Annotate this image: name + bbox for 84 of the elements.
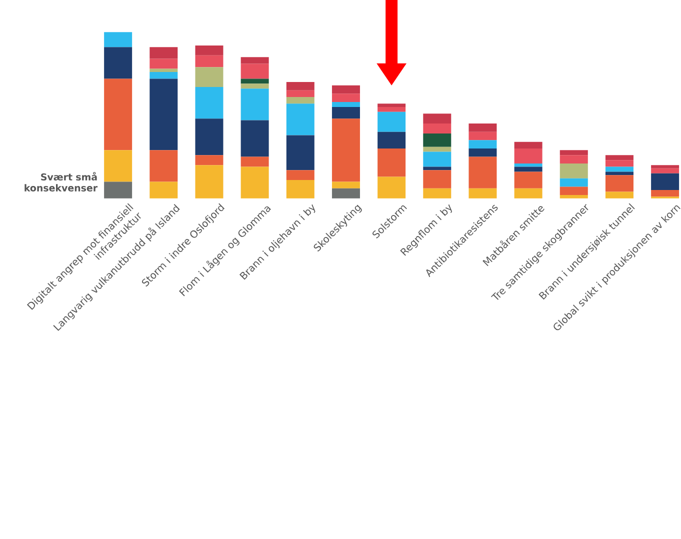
bar — [195, 155, 224, 166]
bar — [286, 135, 314, 170]
bar — [195, 67, 224, 88]
bar — [468, 156, 497, 188]
bar — [195, 55, 224, 68]
bar — [560, 186, 588, 196]
bar — [468, 132, 497, 140]
bar — [560, 150, 588, 156]
bar — [514, 166, 542, 172]
bar — [423, 134, 452, 147]
bar — [423, 146, 452, 152]
bar — [423, 114, 452, 124]
bar — [104, 150, 132, 182]
bar — [104, 78, 132, 150]
bar — [651, 165, 680, 168]
bar — [651, 190, 680, 197]
bar — [195, 87, 224, 119]
bar — [378, 176, 406, 198]
bar — [378, 148, 406, 177]
bar — [150, 58, 178, 69]
bar — [514, 172, 542, 188]
bar — [150, 78, 178, 150]
bar — [240, 78, 269, 84]
bar — [514, 188, 542, 198]
bar — [286, 104, 314, 136]
bar — [423, 152, 452, 167]
bar — [150, 150, 178, 182]
bar — [332, 118, 360, 182]
bar — [423, 170, 452, 188]
bar — [240, 120, 269, 157]
bar — [468, 148, 497, 157]
bar — [423, 188, 452, 198]
bar — [240, 84, 269, 89]
bar — [150, 182, 178, 198]
bar — [195, 45, 224, 56]
bar — [423, 124, 452, 134]
series-label: Svært små konsekvenser — [24, 172, 98, 192]
bar — [378, 106, 406, 112]
bar — [332, 85, 360, 94]
bar — [651, 168, 680, 174]
bar — [468, 188, 497, 198]
bar — [286, 96, 314, 104]
bar — [240, 166, 269, 198]
bar — [378, 132, 406, 148]
bar — [195, 118, 224, 156]
bar — [605, 155, 634, 160]
bar — [286, 180, 314, 198]
bar — [605, 192, 634, 198]
bar — [195, 165, 224, 198]
bar — [240, 88, 269, 120]
bar — [332, 106, 360, 119]
bar — [286, 170, 314, 180]
bar — [150, 47, 178, 59]
bar — [104, 47, 132, 79]
bar — [560, 178, 588, 187]
bar — [240, 57, 269, 64]
bar — [378, 104, 406, 107]
bar — [651, 173, 680, 190]
bar — [560, 155, 588, 164]
bar — [605, 166, 634, 172]
bar — [332, 102, 360, 107]
bar — [605, 160, 634, 167]
bar — [423, 166, 452, 170]
bar — [286, 90, 314, 97]
bar — [332, 188, 360, 198]
bar — [150, 72, 178, 79]
bar — [468, 140, 497, 148]
bar — [468, 124, 497, 132]
bar — [332, 94, 360, 102]
bar — [605, 175, 634, 192]
bar — [332, 182, 360, 188]
bar — [560, 195, 588, 198]
bar — [514, 163, 542, 167]
bar — [286, 82, 314, 90]
bar — [378, 112, 406, 132]
bar — [560, 163, 588, 178]
bar — [514, 148, 542, 164]
bar — [104, 32, 132, 48]
bar — [150, 68, 178, 72]
bar — [240, 156, 269, 167]
bar — [514, 142, 542, 148]
bar — [240, 64, 269, 79]
bar — [605, 172, 634, 176]
bar — [104, 182, 132, 198]
